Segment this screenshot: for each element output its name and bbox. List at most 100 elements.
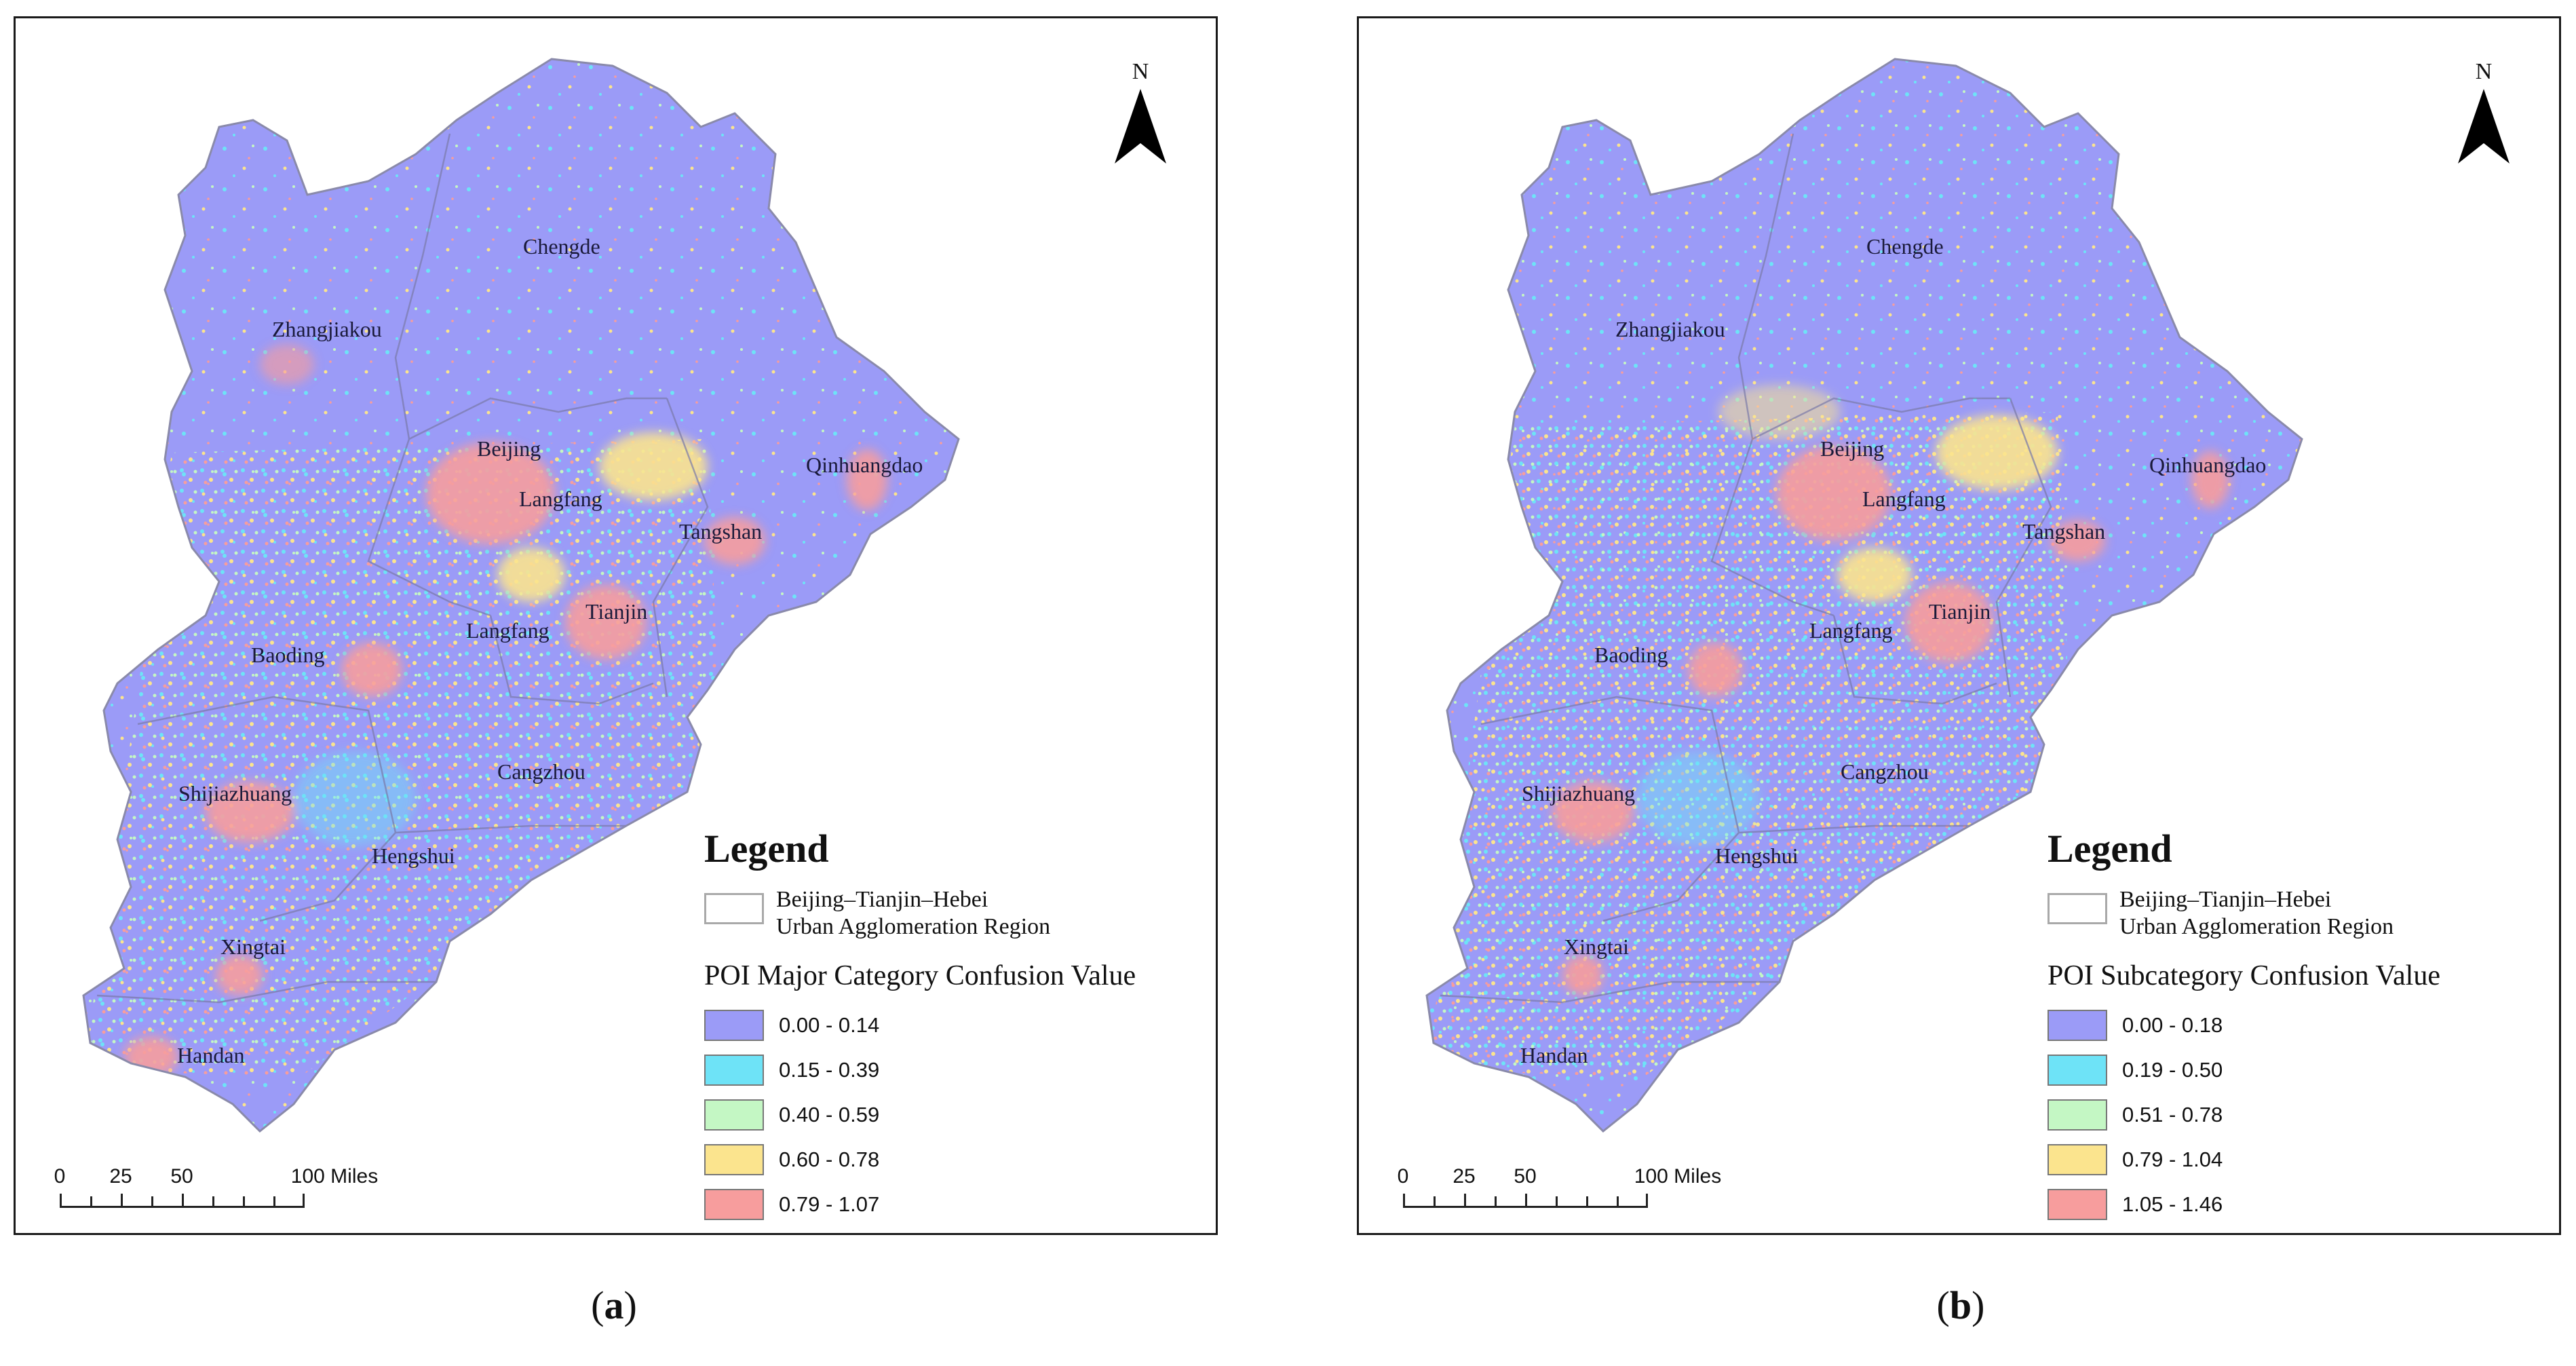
- scale-tick: [1586, 1196, 1588, 1208]
- region-label-line1: Beijing–Tianjin–Hebei: [2119, 887, 2332, 912]
- legend-region-entry: Beijing–Tianjin–Hebei Urban Agglomeratio…: [2048, 886, 2550, 941]
- region-swatch: [2048, 893, 2107, 924]
- scale-tick: [273, 1196, 275, 1208]
- legend-class-label: 0.79 - 1.07: [779, 1192, 880, 1216]
- caption-b: (b): [1936, 1283, 1985, 1327]
- legend-title: Legend: [2048, 827, 2172, 871]
- legend-class-label: 1.05 - 1.46: [2122, 1192, 2223, 1216]
- legend-class-row: 0.00 - 0.14: [704, 1003, 1206, 1048]
- legend-swatch: [2048, 1144, 2107, 1175]
- scale-tick: [151, 1196, 153, 1208]
- city-label: Chengde: [523, 234, 600, 259]
- scale-tick: [212, 1196, 214, 1208]
- legend-variable-title: POI Subcategory Confusion Value: [2048, 960, 2440, 991]
- legend-class-label: 0.19 - 0.50: [2122, 1058, 2223, 1082]
- scale-label: 100 Miles: [290, 1165, 379, 1188]
- city-label: Cangzhou: [497, 759, 585, 784]
- city-label: Langfang: [1862, 487, 1946, 511]
- north-label: N: [2475, 59, 2493, 84]
- legend-class-row: 0.60 - 0.78: [704, 1137, 1206, 1182]
- legend-class-row: 0.79 - 1.04: [2048, 1137, 2550, 1182]
- legend-class-label: 0.00 - 0.18: [2122, 1013, 2223, 1037]
- scale-tick: [1646, 1194, 1648, 1208]
- city-label: Shijiazhuang: [1522, 781, 1636, 805]
- legend-swatch: [2048, 1099, 2107, 1131]
- legend-title: Legend: [704, 827, 829, 871]
- legend-swatch: [704, 1189, 764, 1220]
- region-map-a: [82, 58, 960, 1133]
- city-label: Qinhuangdao: [806, 453, 923, 477]
- city-label: Cangzhou: [1841, 759, 1929, 784]
- legend-swatch: [2048, 1010, 2107, 1041]
- scale-tick: [303, 1194, 305, 1208]
- scale-label: 25: [1453, 1165, 1476, 1188]
- region-label-line1: Beijing–Tianjin–Hebei: [776, 887, 988, 912]
- city-label: Langfang: [466, 618, 550, 643]
- legend-class-row: 0.79 - 1.07: [704, 1182, 1206, 1227]
- map-panel-a: Chengde Zhangjiakou Beijing Qinhuangdao …: [14, 16, 1218, 1235]
- legend-swatch: [704, 1144, 764, 1175]
- map-panel-b: Chengde Zhangjiakou Beijing Qinhuangdao …: [1357, 16, 2561, 1235]
- city-label: Baoding: [251, 643, 325, 667]
- legend-class-row: 0.15 - 0.39: [704, 1048, 1206, 1093]
- city-label: Langfang: [1809, 618, 1893, 643]
- scale-bar: 0 25 50 100 Miles: [36, 1165, 378, 1226]
- legend-class-row: 1.05 - 1.46: [2048, 1182, 2550, 1227]
- legend-class-row: 0.51 - 0.78: [2048, 1093, 2550, 1137]
- legend-class-label: 0.15 - 0.39: [779, 1058, 880, 1082]
- scale-tick: [1617, 1196, 1619, 1208]
- legend-class-label: 0.00 - 0.14: [779, 1013, 880, 1037]
- region-label-line2: Urban Agglomeration Region: [776, 914, 1051, 939]
- north-arrow-icon: [1115, 89, 1166, 164]
- city-label: Xingtai: [220, 934, 286, 959]
- city-label: Baoding: [1594, 643, 1668, 667]
- scale-tick: [1495, 1196, 1497, 1208]
- north-arrow: N: [1110, 59, 1171, 167]
- region-label: Beijing–Tianjin–Hebei Urban Agglomeratio…: [2119, 886, 2394, 941]
- scale-label: 50: [1514, 1165, 1537, 1188]
- north-arrow-icon: [2458, 89, 2510, 164]
- scale-label: 100 Miles: [1634, 1165, 1722, 1188]
- north-arrow: N: [2453, 59, 2514, 167]
- region-swatch: [704, 893, 764, 924]
- scale-tick: [60, 1194, 62, 1208]
- region-map-b: [1425, 58, 2303, 1133]
- scale-tick: [1556, 1196, 1558, 1208]
- scale-bar: 0 25 50 100 Miles: [1379, 1165, 1721, 1226]
- scale-tick: [243, 1196, 245, 1208]
- scale-label: 25: [109, 1165, 132, 1188]
- city-label: Handan: [177, 1043, 245, 1067]
- scale-label: 0: [1397, 1165, 1409, 1188]
- city-label: Langfang: [519, 487, 602, 511]
- scale-tick: [1434, 1196, 1436, 1208]
- scale-tick: [1464, 1194, 1466, 1208]
- legend-class-label: 0.40 - 0.59: [779, 1103, 880, 1126]
- scale-tick: [1403, 1194, 1405, 1208]
- legend-swatch: [704, 1010, 764, 1041]
- scale-tick: [1525, 1194, 1527, 1208]
- city-label: Hengshui: [372, 843, 455, 868]
- legend-class-row: 0.40 - 0.59: [704, 1093, 1206, 1137]
- legend-class-label: 0.51 - 0.78: [2122, 1103, 2223, 1126]
- city-label: Shijiazhuang: [178, 781, 292, 805]
- legend-variable-title: POI Major Category Confusion Value: [704, 960, 1136, 991]
- city-label: Qinhuangdao: [2149, 453, 2267, 477]
- city-label: Tianjin: [1929, 599, 1991, 624]
- city-label: Xingtai: [1564, 934, 1629, 959]
- legend-swatch: [704, 1055, 764, 1086]
- city-label: Tianjin: [585, 599, 648, 624]
- caption-letter: b: [1949, 1283, 1972, 1327]
- legend-class-row: 0.19 - 0.50: [2048, 1048, 2550, 1093]
- legend-class-label: 0.60 - 0.78: [779, 1147, 880, 1171]
- legend-swatch: [2048, 1189, 2107, 1220]
- city-label: Beijing: [1820, 436, 1885, 461]
- city-label: Zhangjiakou: [272, 317, 382, 341]
- city-label: Beijing: [477, 436, 541, 461]
- city-label: Tangshan: [679, 519, 763, 544]
- scale-tick: [90, 1196, 92, 1208]
- legend-class-label: 0.79 - 1.04: [2122, 1147, 2223, 1171]
- legend-swatch: [704, 1099, 764, 1131]
- legend: Legend Beijing–Tianjin–Hebei Urban Agglo…: [2048, 826, 2550, 1227]
- legend-class-row: 0.00 - 0.18: [2048, 1003, 2550, 1048]
- city-label: Tangshan: [2022, 519, 2106, 544]
